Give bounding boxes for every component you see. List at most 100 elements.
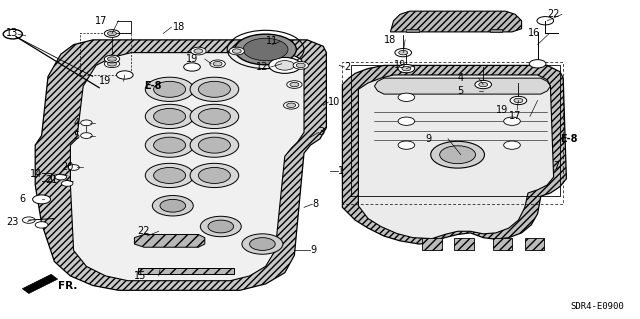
Circle shape — [398, 117, 415, 125]
Circle shape — [198, 108, 230, 124]
Circle shape — [191, 47, 206, 55]
Text: 12: 12 — [256, 62, 268, 72]
Circle shape — [108, 57, 116, 61]
Circle shape — [440, 146, 476, 164]
Circle shape — [190, 104, 239, 129]
Text: 9: 9 — [426, 134, 432, 144]
Text: 16: 16 — [528, 28, 540, 39]
Circle shape — [68, 165, 79, 170]
Circle shape — [287, 81, 302, 88]
Circle shape — [152, 196, 193, 216]
Text: 7: 7 — [554, 161, 560, 171]
Polygon shape — [70, 53, 304, 281]
Text: 21: 21 — [45, 175, 57, 185]
Circle shape — [431, 141, 484, 168]
Circle shape — [514, 98, 523, 103]
Circle shape — [81, 133, 92, 138]
Text: E-8: E-8 — [560, 134, 577, 144]
Circle shape — [275, 61, 294, 70]
Text: 15: 15 — [134, 271, 147, 281]
Text: 19: 19 — [496, 105, 508, 115]
Circle shape — [243, 38, 288, 61]
Text: 2: 2 — [344, 62, 351, 72]
Circle shape — [190, 133, 239, 157]
Circle shape — [395, 48, 412, 57]
Polygon shape — [406, 29, 419, 32]
Circle shape — [198, 167, 230, 183]
Text: 20: 20 — [61, 162, 73, 173]
Circle shape — [145, 163, 194, 188]
Polygon shape — [525, 238, 544, 250]
Text: 11: 11 — [266, 36, 278, 47]
Circle shape — [33, 195, 51, 204]
Text: SDR4-E0900: SDR4-E0900 — [570, 302, 624, 311]
Circle shape — [35, 222, 48, 228]
Circle shape — [200, 216, 241, 237]
Circle shape — [190, 77, 239, 101]
Circle shape — [108, 62, 116, 66]
Circle shape — [210, 60, 225, 68]
Polygon shape — [22, 274, 58, 293]
Text: 22: 22 — [547, 9, 560, 19]
Polygon shape — [342, 65, 566, 244]
Polygon shape — [358, 75, 554, 239]
Polygon shape — [454, 238, 474, 250]
Text: FR.: FR. — [58, 280, 77, 291]
Text: 13: 13 — [6, 28, 19, 39]
Circle shape — [296, 63, 305, 68]
Circle shape — [145, 133, 194, 157]
Circle shape — [108, 31, 116, 36]
Polygon shape — [422, 238, 442, 250]
Text: 17: 17 — [509, 111, 521, 122]
Text: 19: 19 — [394, 60, 406, 70]
Circle shape — [81, 120, 92, 126]
Circle shape — [194, 49, 203, 53]
Circle shape — [55, 174, 67, 180]
Circle shape — [22, 217, 35, 223]
Text: 4: 4 — [458, 73, 464, 83]
Circle shape — [504, 141, 520, 149]
Text: 1: 1 — [338, 166, 344, 176]
Circle shape — [293, 62, 308, 69]
Circle shape — [145, 104, 194, 129]
Circle shape — [398, 141, 415, 149]
Text: 19: 19 — [186, 54, 198, 64]
Circle shape — [160, 199, 186, 212]
Polygon shape — [390, 11, 522, 32]
Circle shape — [104, 60, 120, 68]
Text: 9: 9 — [310, 245, 317, 256]
Text: 14: 14 — [30, 169, 42, 179]
Circle shape — [290, 82, 299, 87]
Circle shape — [198, 137, 230, 153]
Circle shape — [184, 63, 200, 71]
Circle shape — [232, 49, 241, 53]
Polygon shape — [134, 234, 205, 247]
Circle shape — [475, 80, 492, 89]
Circle shape — [154, 137, 186, 153]
Circle shape — [154, 108, 186, 124]
Text: 23: 23 — [6, 217, 19, 227]
Circle shape — [242, 234, 283, 254]
Text: 5: 5 — [74, 130, 80, 141]
Text: 6: 6 — [19, 194, 26, 204]
Circle shape — [399, 50, 408, 55]
Circle shape — [529, 60, 546, 68]
Circle shape — [116, 71, 133, 79]
Circle shape — [284, 101, 299, 109]
Text: 19: 19 — [99, 76, 111, 86]
Circle shape — [504, 117, 520, 125]
Circle shape — [198, 81, 230, 97]
Circle shape — [154, 167, 186, 183]
Circle shape — [213, 62, 222, 66]
Text: 17: 17 — [95, 16, 107, 26]
Circle shape — [398, 93, 415, 101]
Circle shape — [229, 47, 244, 55]
Circle shape — [104, 30, 120, 37]
Polygon shape — [490, 29, 502, 32]
Circle shape — [287, 103, 296, 108]
Circle shape — [250, 238, 275, 250]
Circle shape — [402, 66, 411, 71]
Circle shape — [190, 163, 239, 188]
Circle shape — [104, 55, 120, 63]
Circle shape — [154, 81, 186, 97]
